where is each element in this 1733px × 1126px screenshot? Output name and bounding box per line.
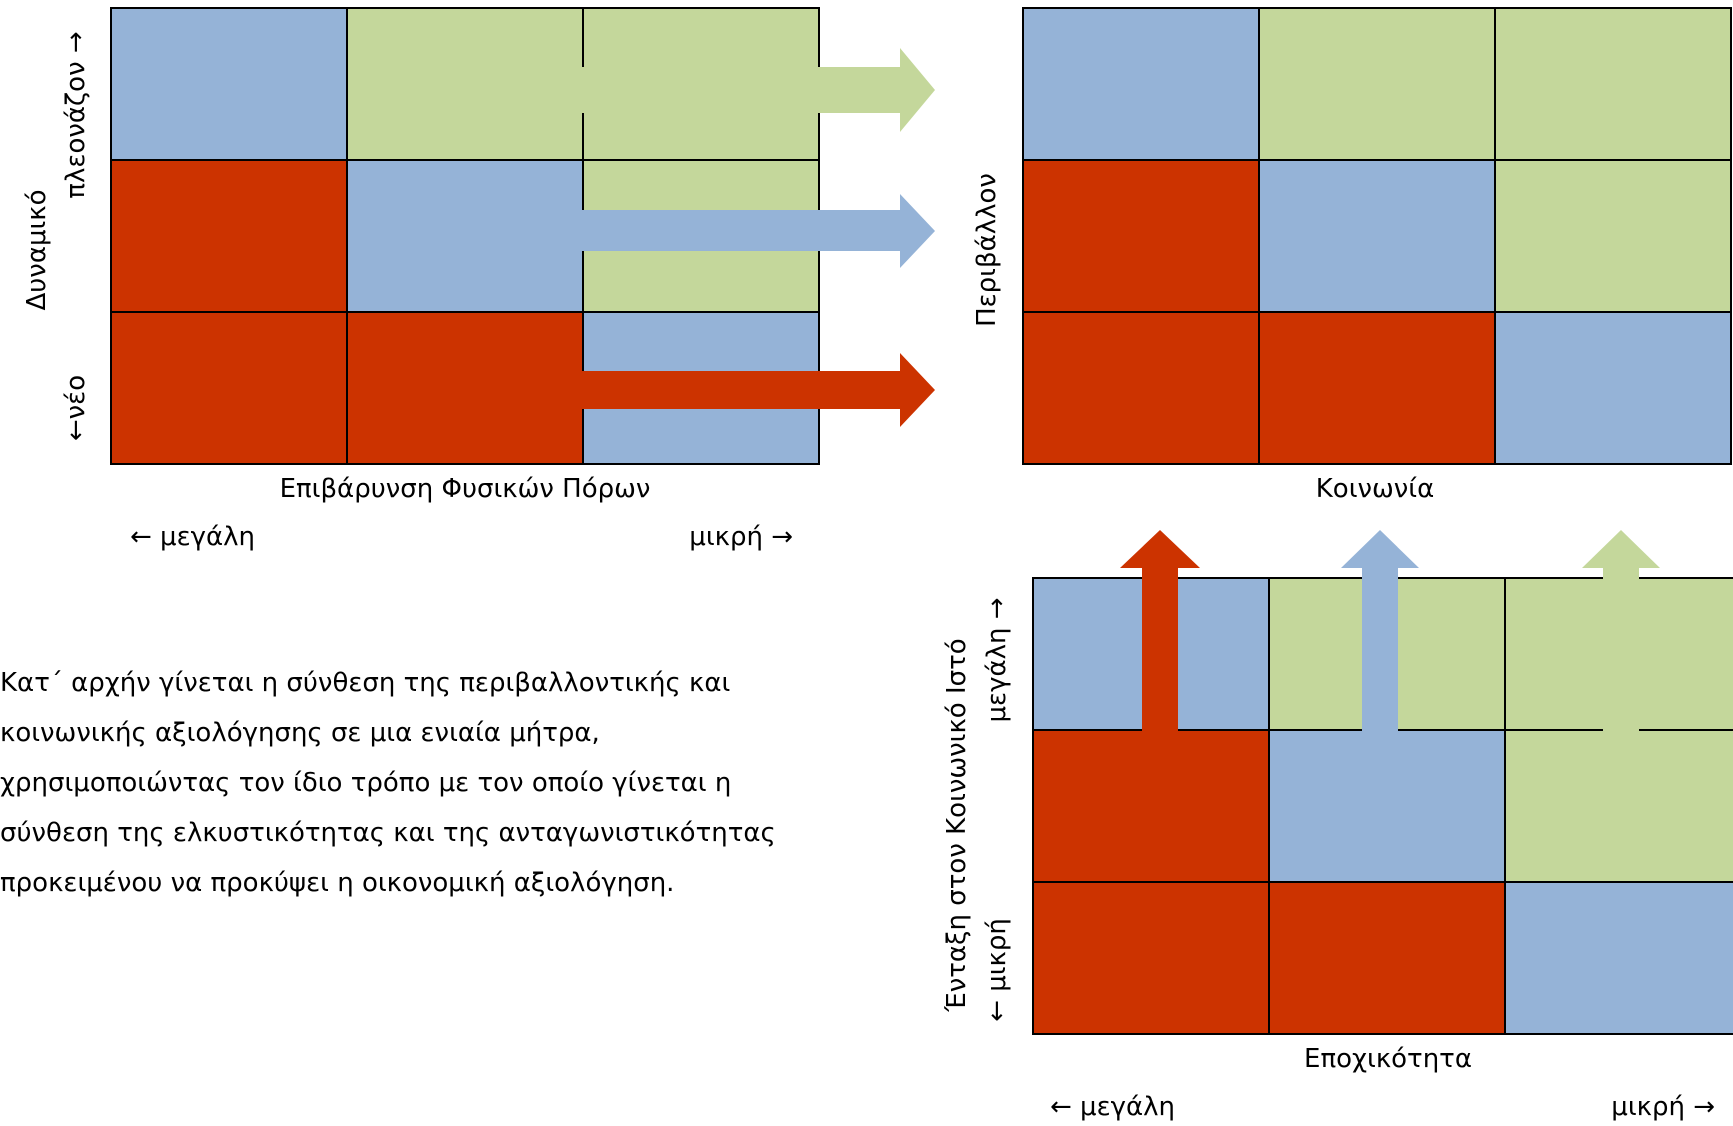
br-x-left: ← μεγάλη bbox=[1050, 1092, 1175, 1122]
matrix-cell-green bbox=[346, 7, 584, 161]
tl-y-low: ←νέο bbox=[61, 375, 91, 441]
paragraph-line: κοινωνικής αξιολόγησης σε μια ενιαία μήτ… bbox=[0, 718, 600, 748]
matrix-cell-red bbox=[1032, 729, 1270, 883]
matrix-top-right bbox=[1022, 7, 1732, 465]
matrix-cell-blue bbox=[1258, 159, 1496, 313]
matrix-cell-green bbox=[1494, 7, 1732, 161]
tr-y-label: Περιβάλλον bbox=[972, 173, 1002, 327]
matrix-cell-green bbox=[1258, 7, 1496, 161]
tl-y-label: Δυναμικό bbox=[22, 189, 52, 310]
matrix-cell-blue bbox=[1268, 729, 1506, 883]
paragraph-line: σύνθεση της ελκυστικότητας και της ανταγ… bbox=[0, 818, 776, 848]
matrix-cell-blue bbox=[110, 7, 348, 161]
arrow-blue-up bbox=[1341, 530, 1419, 735]
paragraph-line: προκειμένου να προκύψει η οικονομική αξι… bbox=[0, 868, 675, 898]
br-x-label: Εποχικότητα bbox=[1304, 1044, 1472, 1074]
br-y-high: μεγάλη → bbox=[982, 597, 1012, 722]
matrix-cell-blue bbox=[346, 159, 584, 313]
arrow-blue-right bbox=[582, 194, 935, 268]
tl-x-right: μικρή → bbox=[689, 522, 793, 552]
matrix-cell-blue bbox=[1494, 311, 1732, 465]
matrix-cell-red bbox=[1022, 311, 1260, 465]
matrix-cell-green bbox=[1504, 729, 1733, 883]
br-y-label: Ένταξη στον Κοινωνικό Ιστό bbox=[942, 638, 972, 1012]
tl-x-left: ← μεγάλη bbox=[130, 522, 255, 552]
arrow-red-right bbox=[582, 353, 935, 427]
tr-x-label: Κοινωνία bbox=[1316, 474, 1435, 504]
matrix-cell-green bbox=[1494, 159, 1732, 313]
description-paragraph: Κατ΄ αρχήν γίνεται η σύνθεση της περιβαλ… bbox=[0, 658, 860, 908]
matrix-cell-red bbox=[110, 311, 348, 465]
matrix-cell-blue bbox=[1504, 881, 1733, 1035]
matrix-cell-red bbox=[1268, 881, 1506, 1035]
br-y-low: ← μικρή bbox=[982, 918, 1012, 1022]
tl-x-label: Επιβάρυνση Φυσικών Πόρων bbox=[280, 474, 651, 504]
arrow-green-up bbox=[1582, 530, 1660, 735]
matrix-cell-red bbox=[110, 159, 348, 313]
matrix-cell-red bbox=[1032, 881, 1270, 1035]
matrix-cell-red bbox=[346, 311, 584, 465]
tl-y-high: πλεονάζον → bbox=[61, 31, 91, 198]
paragraph-line: χρησιμοποιώντας τον ίδιο τρόπο με τον οπ… bbox=[0, 768, 732, 798]
matrix-cell-blue bbox=[1022, 7, 1260, 161]
matrix-cell-red bbox=[1258, 311, 1496, 465]
br-x-right: μικρή → bbox=[1611, 1092, 1715, 1122]
arrow-green-right bbox=[582, 48, 935, 132]
matrix-cell-red bbox=[1022, 159, 1260, 313]
paragraph-line: Κατ΄ αρχήν γίνεται η σύνθεση της περιβαλ… bbox=[0, 668, 731, 698]
arrow-red-up bbox=[1120, 530, 1200, 735]
